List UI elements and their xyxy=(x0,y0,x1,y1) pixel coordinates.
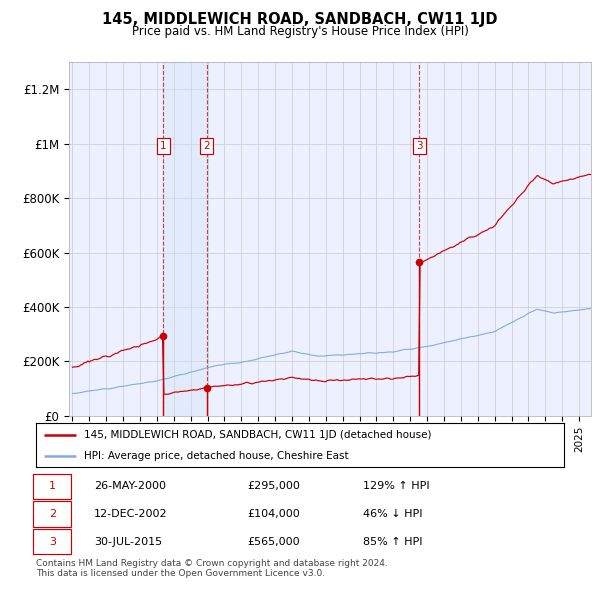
FancyBboxPatch shape xyxy=(34,474,71,499)
Text: Price paid vs. HM Land Registry's House Price Index (HPI): Price paid vs. HM Land Registry's House … xyxy=(131,25,469,38)
Text: £295,000: £295,000 xyxy=(247,481,300,491)
Bar xyxy=(163,62,206,416)
Text: 1: 1 xyxy=(49,481,56,491)
Text: 26-MAY-2000: 26-MAY-2000 xyxy=(94,481,166,491)
Text: 2: 2 xyxy=(49,509,56,519)
Text: Contains HM Land Registry data © Crown copyright and database right 2024.: Contains HM Land Registry data © Crown c… xyxy=(36,559,388,568)
Text: HPI: Average price, detached house, Cheshire East: HPI: Average price, detached house, Ches… xyxy=(83,451,348,461)
Text: 3: 3 xyxy=(416,142,422,152)
Text: This data is licensed under the Open Government Licence v3.0.: This data is licensed under the Open Gov… xyxy=(36,569,325,578)
Text: £565,000: £565,000 xyxy=(247,536,300,546)
Text: 46% ↓ HPI: 46% ↓ HPI xyxy=(364,509,423,519)
Text: 2: 2 xyxy=(203,142,210,152)
FancyBboxPatch shape xyxy=(34,502,71,526)
Text: 129% ↑ HPI: 129% ↑ HPI xyxy=(364,481,430,491)
Text: 30-JUL-2015: 30-JUL-2015 xyxy=(94,536,162,546)
Text: 3: 3 xyxy=(49,536,56,546)
Text: 85% ↑ HPI: 85% ↑ HPI xyxy=(364,536,423,546)
FancyBboxPatch shape xyxy=(34,529,71,554)
Text: £104,000: £104,000 xyxy=(247,509,300,519)
Text: 12-DEC-2002: 12-DEC-2002 xyxy=(94,509,168,519)
Text: 145, MIDDLEWICH ROAD, SANDBACH, CW11 1JD (detached house): 145, MIDDLEWICH ROAD, SANDBACH, CW11 1JD… xyxy=(83,430,431,440)
Text: 145, MIDDLEWICH ROAD, SANDBACH, CW11 1JD: 145, MIDDLEWICH ROAD, SANDBACH, CW11 1JD xyxy=(102,12,498,27)
Text: 1: 1 xyxy=(160,142,167,152)
